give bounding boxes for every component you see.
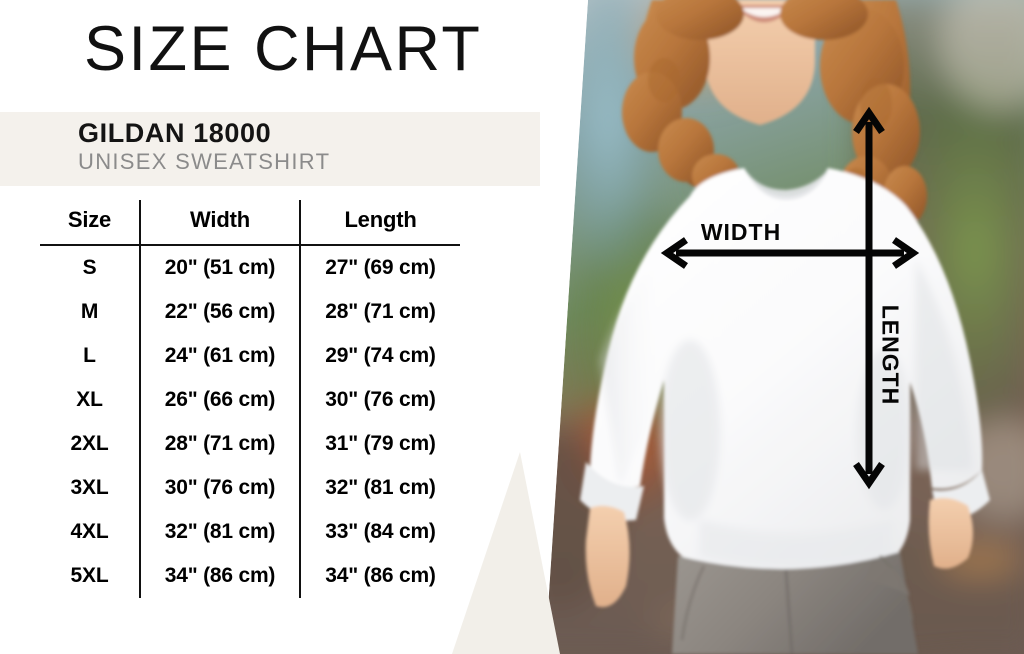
cell-width: 28" (71 cm) [139, 422, 300, 466]
cell-length: 29" (74 cm) [299, 334, 460, 378]
cell-length: 33" (84 cm) [299, 510, 460, 554]
cell-width: 26" (66 cm) [139, 378, 300, 422]
cell-width: 32" (81 cm) [139, 510, 300, 554]
table-header-row: Size Width Length [40, 200, 460, 245]
cell-width: 20" (51 cm) [139, 245, 300, 290]
cell-width: 34" (86 cm) [139, 554, 300, 598]
cell-size: XL [76, 388, 103, 411]
cell-size: L [83, 344, 96, 367]
table-row: 5XL 34" (86 cm) 34" (86 cm) [40, 554, 460, 598]
cell-size: 2XL [70, 432, 109, 455]
table-row: 2XL 28" (71 cm) 31" (79 cm) [40, 422, 460, 466]
cell-length: 32" (81 cm) [299, 466, 460, 510]
cell-size: 4XL [70, 520, 109, 543]
brand-band [0, 112, 540, 186]
cell-width: 22" (56 cm) [139, 290, 300, 334]
cell-size: S [82, 256, 97, 279]
column-header-size: Size [67, 207, 112, 232]
table-row: 3XL 30" (76 cm) 32" (81 cm) [40, 466, 460, 510]
cell-length: 28" (71 cm) [299, 290, 460, 334]
table-row: XL 26" (66 cm) 30" (76 cm) [40, 378, 460, 422]
length-arrow-icon [853, 106, 885, 490]
cell-length: 34" (86 cm) [299, 554, 460, 598]
cell-length: 31" (79 cm) [299, 422, 460, 466]
cell-width: 24" (61 cm) [139, 334, 300, 378]
size-table: Size Width Length S 20" (51 cm) 27" (69 … [40, 200, 460, 598]
cell-length: 30" (76 cm) [299, 378, 460, 422]
cell-width: 30" (76 cm) [139, 466, 300, 510]
cell-size: 5XL [70, 564, 109, 587]
cell-size: 3XL [70, 476, 109, 499]
column-header-width: Width [139, 200, 300, 245]
cell-size: M [80, 300, 99, 323]
table-row: M 22" (56 cm) 28" (71 cm) [40, 290, 460, 334]
brand-name: GILDAN 18000 [78, 118, 272, 148]
width-label: WIDTH [700, 219, 782, 245]
garment-type: UNISEX SWEATSHIRT [78, 149, 331, 174]
column-header-length: Length [299, 200, 460, 245]
page-title: SIZE CHART [84, 14, 483, 84]
table-row: S 20" (51 cm) 27" (69 cm) [40, 245, 460, 290]
table-row: L 24" (61 cm) 29" (74 cm) [40, 334, 460, 378]
length-label: LENGTH [877, 304, 904, 406]
table-row: 4XL 32" (81 cm) 33" (84 cm) [40, 510, 460, 554]
cell-length: 27" (69 cm) [299, 245, 460, 290]
